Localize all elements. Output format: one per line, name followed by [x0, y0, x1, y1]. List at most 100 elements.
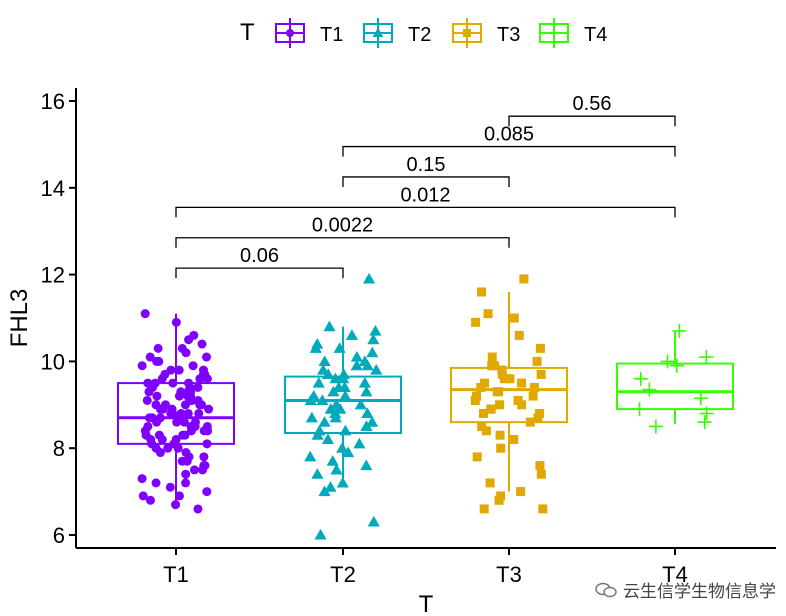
- y-axis-title: FHL3: [6, 289, 33, 348]
- data-point: [314, 528, 327, 540]
- data-point: [519, 274, 529, 284]
- data-point: [193, 504, 203, 514]
- data-point: [188, 361, 198, 371]
- data-point: [345, 329, 359, 340]
- data-point: [182, 456, 192, 466]
- data-point: [477, 421, 487, 431]
- comparison-t1-t4: 0.012: [175, 184, 676, 218]
- p-value-label: 0.15: [407, 154, 446, 176]
- data-point: [305, 411, 318, 423]
- data-point: [137, 361, 147, 371]
- p-value-label: 0.085: [484, 124, 534, 146]
- data-point: [360, 459, 373, 471]
- group-t4: [616, 324, 734, 434]
- legend-item-t3: T3: [452, 18, 520, 48]
- data-point: [476, 382, 486, 392]
- legend-key-marker: [548, 27, 560, 39]
- data-point: [204, 404, 214, 414]
- data-point: [483, 309, 493, 319]
- data-point: [174, 365, 184, 375]
- data-point: [173, 443, 183, 453]
- legend-label: T1: [320, 24, 343, 46]
- data-point: [157, 435, 167, 445]
- data-point: [199, 452, 209, 462]
- data-point: [179, 417, 189, 427]
- p-value-label: 0.56: [573, 93, 612, 115]
- y-tick-label: 8: [53, 436, 65, 461]
- data-point: [366, 416, 379, 427]
- data-point: [367, 515, 380, 527]
- data-point: [165, 482, 175, 492]
- data-point: [202, 439, 212, 449]
- data-point: [361, 359, 374, 371]
- data-point: [366, 346, 379, 358]
- data-point: [181, 478, 191, 488]
- data-point: [145, 495, 155, 505]
- data-point: [495, 430, 505, 440]
- data-point: [144, 387, 154, 397]
- data-point: [632, 402, 647, 417]
- comparison-brackets: 0.06 0.0022 0.012 0.15 0.085 0.56: [175, 93, 676, 279]
- comparison-t2-t3: 0.15: [342, 154, 510, 187]
- data-point: [693, 391, 708, 406]
- p-value-label: 0.06: [240, 245, 279, 267]
- data-point: [153, 343, 163, 353]
- data-point: [354, 398, 367, 410]
- legend-title: T: [240, 19, 255, 46]
- data-point: [495, 400, 505, 410]
- p-value-label: 0.0022: [312, 215, 373, 237]
- data-point: [369, 324, 382, 336]
- watermark: 云生信学生物信息学: [595, 577, 776, 602]
- legend-item-t1: T1: [275, 18, 343, 48]
- data-point: [338, 381, 351, 392]
- data-point: [151, 478, 161, 488]
- data-point: [496, 443, 506, 453]
- bracket-line: [175, 206, 676, 218]
- data-point: [350, 359, 363, 371]
- data-point: [326, 455, 339, 466]
- legend-item-t2: T2: [363, 18, 431, 48]
- data-point: [311, 468, 324, 479]
- data-point: [517, 400, 527, 410]
- data-point: [342, 446, 355, 458]
- data-point: [199, 426, 209, 436]
- bracket-line: [342, 176, 510, 187]
- data-point: [184, 335, 194, 345]
- data-point: [486, 404, 496, 414]
- data-point: [329, 407, 342, 419]
- p-value-label: 0.012: [400, 184, 450, 206]
- data-point: [318, 416, 331, 427]
- data-point: [485, 478, 495, 488]
- data-point: [333, 342, 346, 353]
- data-point: [479, 504, 489, 514]
- axes: 6 8 10 12 14 16 T1 T2 T3 T4: [41, 88, 776, 587]
- x-tick-label: T3: [496, 562, 522, 587]
- data-point: [509, 435, 519, 445]
- data-point: [152, 417, 162, 427]
- data-point: [198, 465, 208, 475]
- data-point: [358, 377, 371, 388]
- data-point: [155, 404, 165, 414]
- data-point: [699, 350, 714, 365]
- data-point: [327, 385, 340, 397]
- data-point: [509, 313, 519, 323]
- watermark-text: 云生信学生物信息学: [623, 582, 776, 602]
- data-point: [505, 374, 515, 384]
- data-point: [660, 354, 675, 369]
- data-point: [494, 495, 504, 505]
- data-point: [329, 372, 342, 384]
- data-point: [360, 420, 373, 432]
- data-point: [337, 372, 350, 384]
- data-point: [538, 504, 548, 514]
- data-point: [193, 382, 203, 392]
- y-tick-label: 14: [41, 176, 65, 201]
- data-point: [529, 382, 539, 392]
- group-t3: [450, 274, 568, 514]
- y-tick-label: 12: [41, 263, 65, 288]
- data-point: [312, 377, 325, 388]
- data-point: [304, 394, 317, 406]
- data-point: [157, 374, 167, 384]
- data-point: [174, 491, 184, 501]
- data-point: [172, 417, 182, 427]
